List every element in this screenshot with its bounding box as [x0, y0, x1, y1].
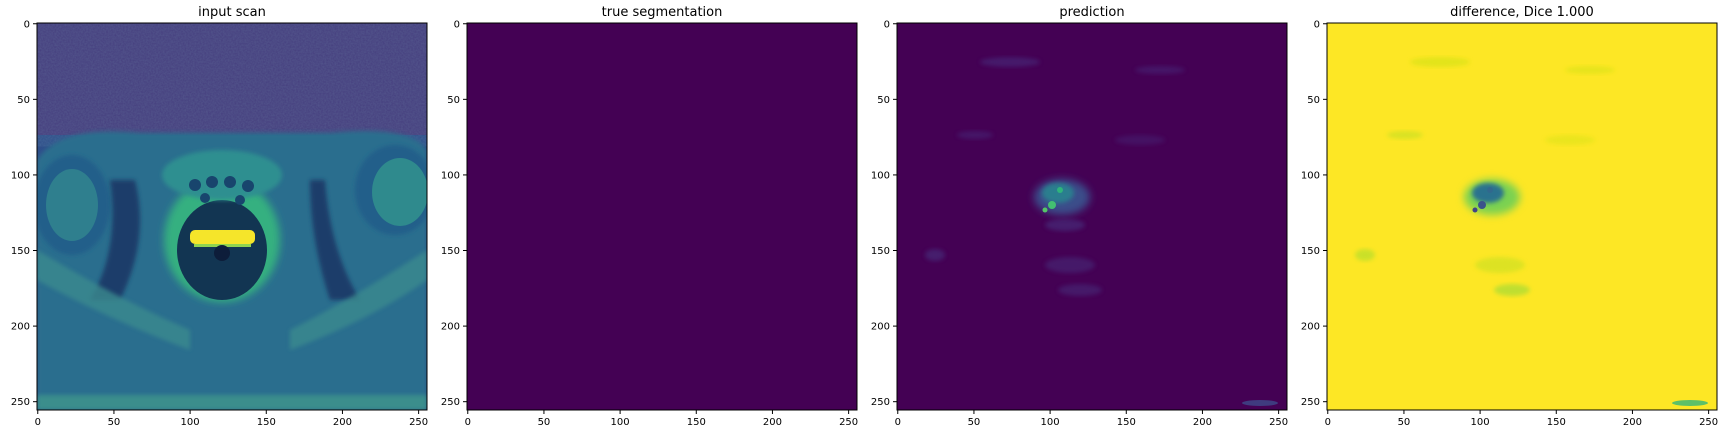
heatmap-image [467, 23, 857, 410]
y-axis: 0 50 100 150 200 250 [1301, 19, 1327, 408]
y-tick-label: 0 [24, 19, 30, 30]
y-tick-label: 200 [11, 322, 30, 333]
y-tick-label: 200 [871, 322, 890, 333]
y-tick-label: 0 [1314, 19, 1320, 30]
x-axis: 0 50 100 150 200 250 [465, 410, 858, 428]
y-tick-label: 100 [1301, 170, 1320, 181]
panel-input-scan: input scan [11, 5, 428, 428]
axes-frame [1326, 22, 1718, 411]
axes-frame [896, 22, 1288, 411]
x-tick-label: 100 [1471, 417, 1490, 428]
y-tick-label: 50 [447, 95, 460, 106]
x-tick-label: 100 [1041, 417, 1060, 428]
x-axis: 0 50 100 150 200 250 [895, 410, 1288, 428]
y-tick-label: 50 [1307, 95, 1320, 106]
x-tick-label: 150 [257, 417, 276, 428]
x-tick-label: 100 [611, 417, 630, 428]
x-tick-label: 150 [1117, 417, 1136, 428]
y-tick-label: 250 [11, 397, 30, 408]
y-tick-label: 0 [884, 19, 890, 30]
x-tick-label: 250 [839, 417, 858, 428]
y-tick-label: 250 [441, 397, 460, 408]
y-tick-label: 150 [441, 246, 460, 257]
x-tick-label: 50 [108, 417, 121, 428]
panel-title: true segmentation [602, 5, 723, 20]
x-tick-label: 200 [1193, 417, 1212, 428]
x-tick-label: 50 [1398, 417, 1411, 428]
x-axis: 0 50 100 150 200 250 [35, 410, 428, 428]
x-tick-label: 200 [333, 417, 352, 428]
y-tick-label: 0 [454, 19, 460, 30]
x-tick-label: 0 [35, 417, 41, 428]
y-tick-label: 250 [871, 397, 890, 408]
y-tick-label: 50 [877, 95, 890, 106]
y-tick-label: 150 [11, 246, 30, 257]
y-tick-label: 150 [1301, 246, 1320, 257]
y-tick-label: 250 [1301, 397, 1320, 408]
x-tick-label: 200 [763, 417, 782, 428]
axes-frame [466, 22, 858, 411]
x-tick-label: 0 [895, 417, 901, 428]
y-tick-label: 100 [11, 170, 30, 181]
heatmap-image [897, 23, 1287, 410]
x-tick-label: 100 [181, 417, 200, 428]
y-axis: 0 50 100 150 200 250 [11, 19, 37, 408]
panel-true-segmentation: true segmentation 0 50 100 150 200 250 0 50 100… [441, 5, 858, 428]
x-tick-label: 50 [538, 417, 551, 428]
y-axis: 0 50 100 150 200 250 [441, 19, 467, 408]
x-tick-label: 0 [465, 417, 471, 428]
panel-title: difference, Dice 1.000 [1450, 5, 1594, 20]
y-tick-label: 200 [1301, 322, 1320, 333]
x-tick-label: 250 [1699, 417, 1718, 428]
x-tick-label: 250 [1269, 417, 1288, 428]
panel-title: input scan [198, 5, 266, 20]
panel-prediction: prediction 0 50 100 150 200 250 0 50 100 150 200 2… [871, 5, 1288, 428]
heatmap-image [37, 23, 427, 410]
x-tick-label: 150 [1547, 417, 1566, 428]
x-tick-label: 50 [968, 417, 981, 428]
x-axis: 0 50 100 150 200 250 [1325, 410, 1718, 428]
heatmap-image [1327, 23, 1717, 410]
y-tick-label: 50 [17, 95, 30, 106]
panel-difference: difference, Dice 1.000 0 50 100 150 200 250 0… [1301, 5, 1718, 428]
x-tick-label: 250 [409, 417, 428, 428]
y-tick-label: 150 [871, 246, 890, 257]
y-tick-label: 100 [441, 170, 460, 181]
x-tick-label: 200 [1623, 417, 1642, 428]
y-tick-label: 100 [871, 170, 890, 181]
axes-frame [36, 22, 428, 411]
x-tick-label: 150 [687, 417, 706, 428]
y-axis: 0 50 100 150 200 250 [871, 19, 897, 408]
x-tick-label: 0 [1325, 417, 1331, 428]
panel-title: prediction [1059, 5, 1124, 20]
y-tick-label: 200 [441, 322, 460, 333]
